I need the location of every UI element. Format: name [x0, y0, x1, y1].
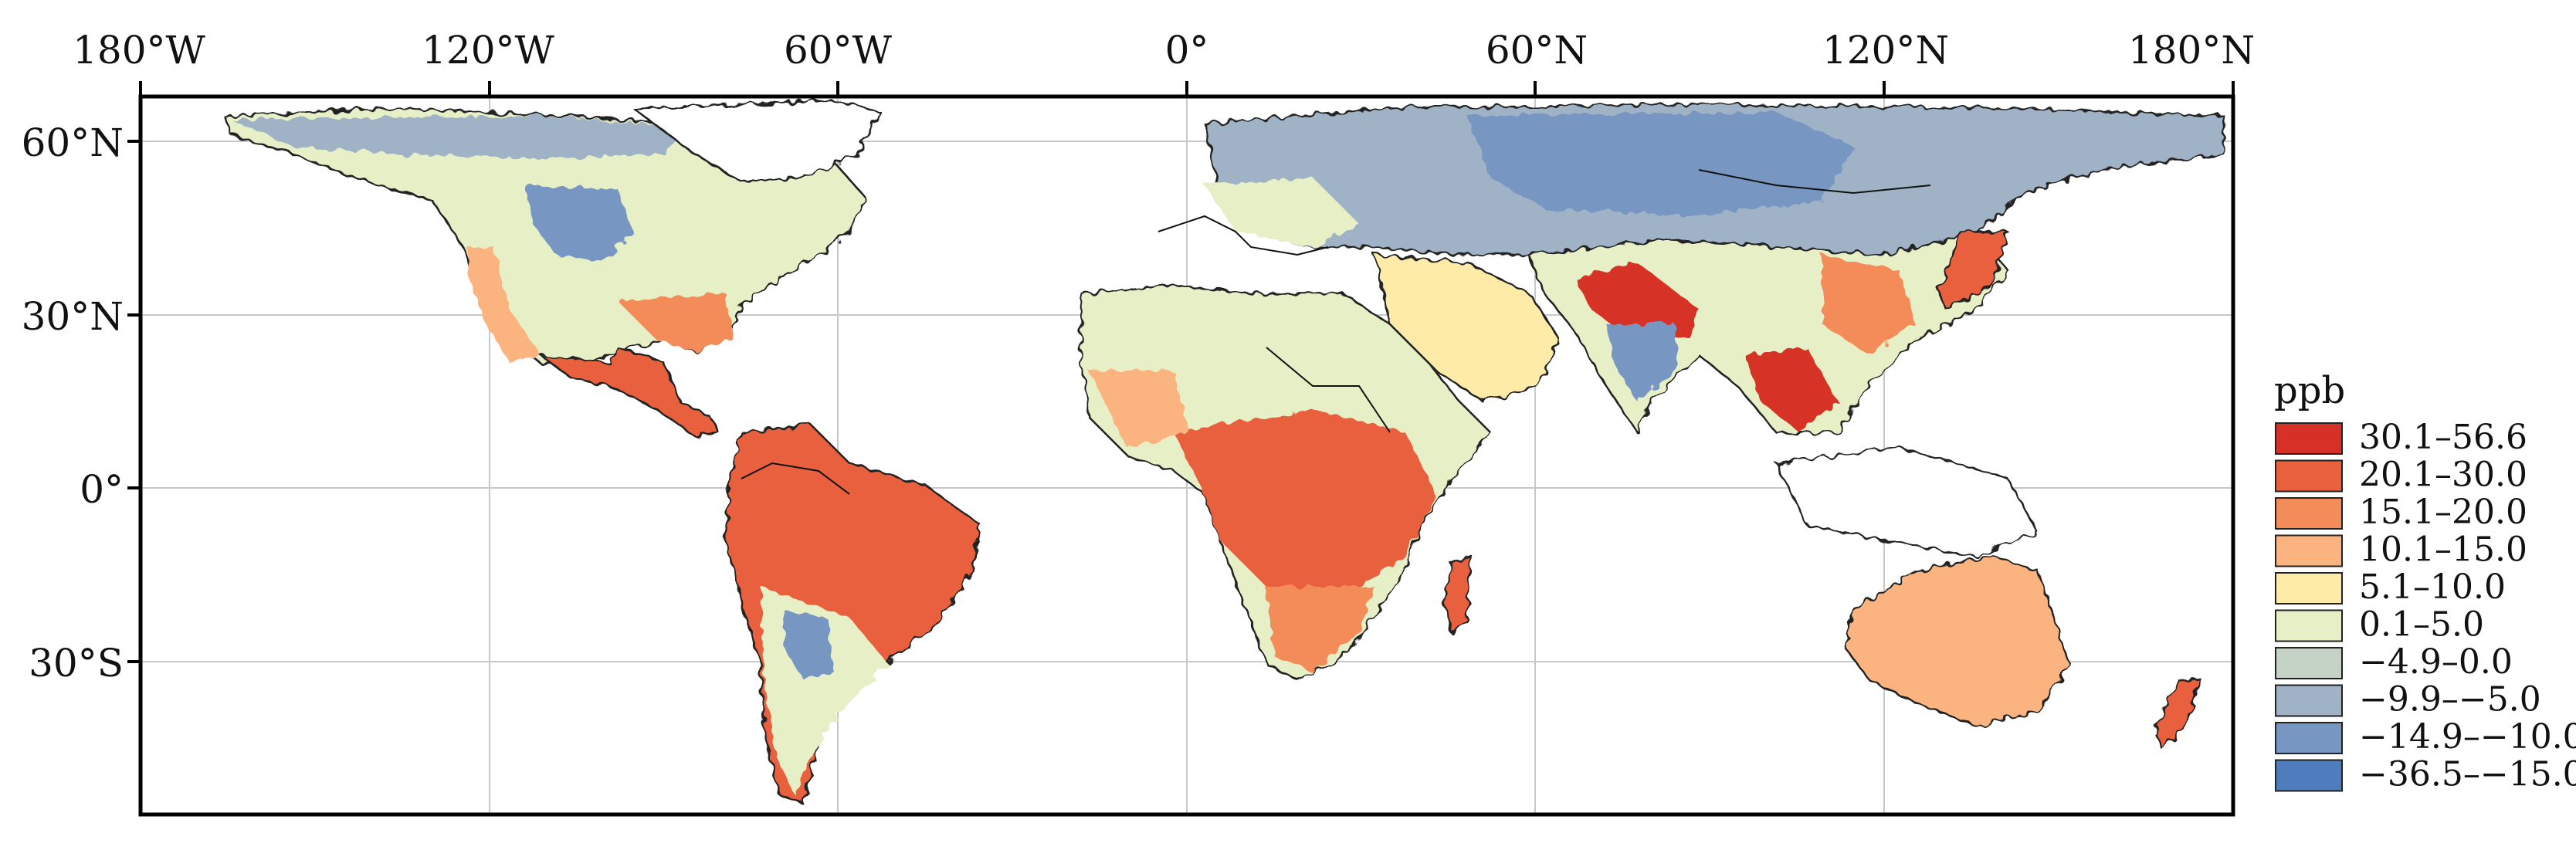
region-sa-blue — [784, 610, 834, 679]
legend-label-2: 15.1–20.0 — [2359, 493, 2527, 532]
lat-label-60n: 60°N — [22, 120, 124, 165]
legend-swatch-0 — [2275, 422, 2343, 455]
region-new-zealand — [2153, 678, 2202, 750]
lon-label-60e: 60°N — [1486, 28, 1588, 73]
region-japan — [1937, 230, 2009, 310]
coastlines — [741, 169, 1931, 495]
region-na-west-coast — [467, 247, 541, 363]
legend-swatch-8 — [2275, 722, 2343, 754]
legend-swatch-5 — [2275, 609, 2343, 642]
region-indochina-red — [1745, 347, 1838, 432]
lat-label-30n: 30°N — [22, 294, 124, 339]
region-siberia-blue — [1467, 112, 1853, 216]
legend-label-8: −14.9–−10.0 — [2359, 717, 2576, 757]
lon-label-0: 0° — [1165, 28, 1209, 73]
region-africa-west — [1089, 371, 1189, 448]
region-africa-south — [1266, 587, 1374, 672]
region-australia — [1844, 554, 2071, 727]
region-east-china — [1822, 255, 1915, 355]
region-india-blue — [1606, 324, 1676, 401]
legend-swatch-6 — [2275, 647, 2343, 679]
legend-label-4: 5.1–10.0 — [2359, 567, 2506, 607]
lat-label-0: 0° — [80, 467, 124, 512]
lon-label-180w: 180°W — [73, 28, 205, 73]
map-frame — [127, 81, 2235, 817]
region-na-blue-north — [232, 116, 695, 158]
legend-title: ppb — [2274, 369, 2345, 412]
legend-label-7: −9.9–−5.0 — [2359, 680, 2541, 720]
legend-swatch-4 — [2275, 572, 2343, 604]
legend-label-9: −36.5–−15.0 — [2359, 755, 2576, 794]
region-na-blue — [525, 185, 633, 262]
region-maritime-asia — [1774, 446, 2040, 557]
region-africa-central — [1174, 409, 1436, 587]
legend-items: 30.1–56.620.1–30.015.1–20.010.1–15.05.1–… — [2275, 418, 2576, 794]
region-madagascar — [1442, 554, 1473, 635]
region-central-america — [539, 346, 720, 438]
land-fields — [222, 99, 2225, 804]
legend-swatch-1 — [2275, 459, 2343, 493]
lon-label-180e: 180°N — [2128, 28, 2255, 73]
legend: ppb 30.1–56.620.1–30.015.1–20.010.1–15.0… — [2274, 369, 2576, 794]
legend-swatch-2 — [2275, 497, 2343, 530]
lon-label-60w: 60°W — [784, 28, 893, 73]
legend-swatch-7 — [2275, 684, 2343, 717]
map-body — [141, 97, 2233, 814]
legend-label-3: 10.1–15.0 — [2359, 530, 2527, 570]
tick-marks — [127, 81, 2235, 663]
legend-label-0: 30.1–56.6 — [2359, 418, 2527, 457]
legend-label-6: −4.9–0.0 — [2359, 642, 2513, 682]
region-greenland — [632, 99, 882, 183]
lon-label-120w: 120°W — [422, 28, 554, 73]
region-europe-light — [1205, 178, 1359, 247]
legend-swatch-9 — [2275, 759, 2343, 792]
legend-label-5: 0.1–5.0 — [2359, 605, 2484, 645]
region-na-southeast — [618, 293, 734, 351]
lat-label-30s: 30°S — [29, 641, 124, 686]
region-himalaya-red — [1575, 262, 1699, 340]
longitude-labels: 180°W 120°W 60°W 0° 60°N 120°N 180°N — [73, 28, 2255, 73]
legend-label-1: 20.1–30.0 — [2359, 455, 2527, 495]
legend-swatch-3 — [2275, 534, 2343, 567]
latitude-labels: 60°N 30°N 0° 30°S — [22, 120, 124, 686]
lon-label-120e: 120°N — [1822, 28, 1949, 73]
